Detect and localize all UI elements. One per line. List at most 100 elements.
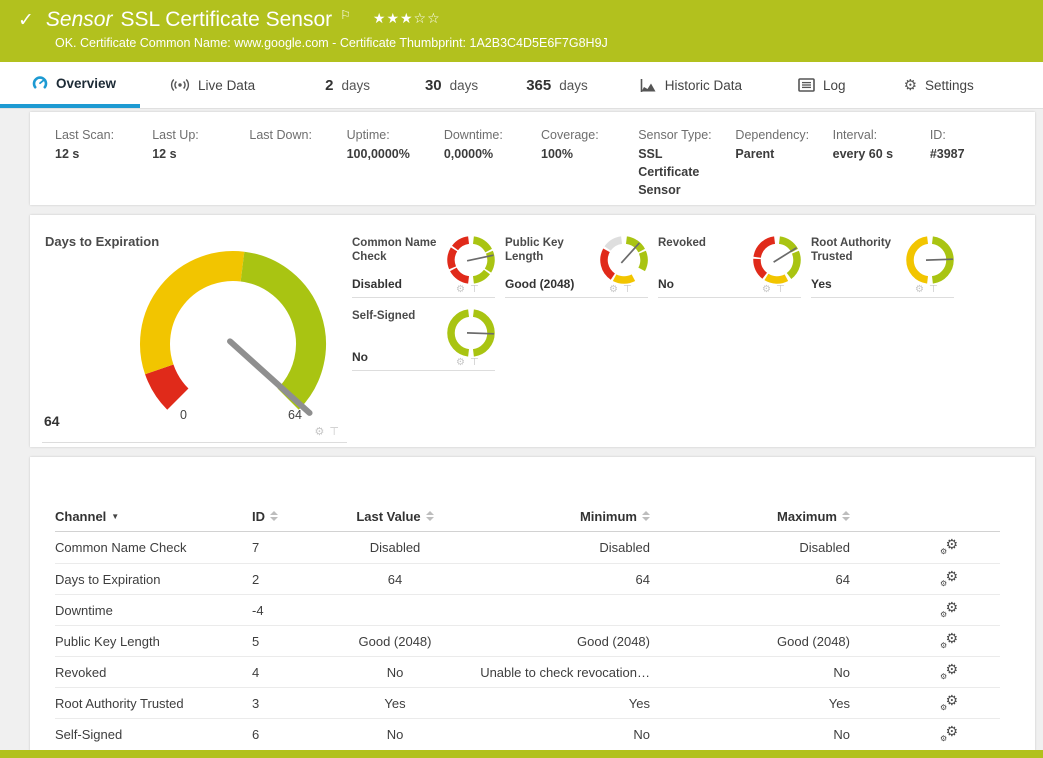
channel-settings-icon[interactable]: ⚙ ⚙ xyxy=(940,598,958,619)
gauge-dial xyxy=(445,234,497,286)
tab-label: days xyxy=(341,77,370,93)
channel-name[interactable]: Root Authority Trusted xyxy=(55,695,184,711)
sort-desc-icon: ▼ xyxy=(111,511,120,521)
channel-name[interactable]: Downtime xyxy=(55,602,113,618)
gauge-min-label: 0 xyxy=(180,408,187,422)
tab-label: Live Data xyxy=(198,77,256,93)
gauge-common-name-check[interactable]: Common Name Check Disabled ⚙ ⊤ xyxy=(352,232,495,298)
gear-icon[interactable]: ⚙ xyxy=(609,284,618,295)
column-header-minimum[interactable]: Minimum xyxy=(455,509,650,524)
column-header-last-value[interactable]: Last Value xyxy=(335,509,455,524)
tab-label: days xyxy=(449,77,479,93)
info-interval: Interval: every 60 s xyxy=(832,128,894,161)
tab-365-days[interactable]: 365 days xyxy=(526,62,588,108)
info-uptime: Uptime: 100,0000% xyxy=(346,128,410,161)
gear-icon[interactable]: ⚙ xyxy=(314,426,325,438)
table-row[interactable]: Public Key Length 5 Good (2048) Good (20… xyxy=(55,625,1000,656)
channel-name[interactable]: Public Key Length xyxy=(55,633,160,649)
column-header-channel[interactable]: Channel ▼ xyxy=(55,508,120,524)
gauge-value: No xyxy=(352,350,368,364)
tab-overview[interactable]: Overview xyxy=(0,62,141,108)
table-row[interactable]: Common Name Check 7 Disabled Disabled Di… xyxy=(55,536,958,556)
pin-icon[interactable]: ⊤ xyxy=(469,284,479,295)
channel-name[interactable]: Days to Expiration xyxy=(55,571,161,587)
gear-icon[interactable]: ⚙ xyxy=(915,284,924,295)
gauge-title: Days to Expiration xyxy=(45,234,160,249)
gauge-days-to-expiration[interactable]: Days to Expiration 0 64 64 ⚙ ⊤ xyxy=(42,225,347,443)
gauge-dial xyxy=(42,239,362,444)
gauge-title: Root Authority Trusted xyxy=(811,237,892,263)
tab-label: Overview xyxy=(56,75,117,91)
channel-settings-icon[interactable]: ⚙ ⚙ xyxy=(940,536,958,556)
tab-2-days[interactable]: 2 days xyxy=(325,62,370,108)
gauge-value: Disabled xyxy=(352,277,403,291)
gauge-title: Common Name Check xyxy=(352,237,437,263)
tab-log[interactable]: Log xyxy=(798,62,846,108)
priority-flag-icon[interactable]: ⚐ xyxy=(340,8,351,22)
tab-bar: Overview Live Data 2 days 30 days 365 da… xyxy=(0,62,1043,109)
info-sensor-type: Sensor Type: SSL Certificate Sensor xyxy=(638,128,712,198)
object-kind-label: Sensor xyxy=(45,8,113,31)
sort-icon xyxy=(425,511,434,521)
priority-stars[interactable]: ★★★☆☆ xyxy=(372,10,441,26)
pin-icon[interactable]: ⊤ xyxy=(622,284,632,295)
tab-30-days[interactable]: 30 days xyxy=(425,62,478,108)
gear-icon[interactable]: ⚙ xyxy=(762,284,771,295)
channel-settings-icon[interactable]: ⚙ ⚙ xyxy=(940,722,958,743)
table-header-row: Channel ▼ ID Last Value Minimum Maximum xyxy=(55,501,1000,532)
gauge-revoked[interactable]: Revoked No ⚙ ⊤ xyxy=(658,232,801,298)
info-dependency: Dependency: Parent xyxy=(735,128,810,161)
column-header-id[interactable]: ID xyxy=(252,509,278,524)
channel-name[interactable]: Common Name Check xyxy=(55,540,187,555)
pin-icon[interactable]: ⊤ xyxy=(469,357,479,368)
tab-label: Historic Data xyxy=(664,77,743,93)
gauge-max-label: 64 xyxy=(288,408,302,422)
tab-number: 2 xyxy=(325,76,334,94)
status-ok-check-icon: ✓ xyxy=(18,10,34,31)
chart-icon xyxy=(640,78,657,93)
tab-live-data[interactable]: Live Data xyxy=(170,62,255,108)
gauge-value: No xyxy=(658,277,674,291)
channel-settings-icon[interactable]: ⚙ ⚙ xyxy=(940,660,958,681)
gauge-self-signed[interactable]: Self-Signed No ⚙ ⊤ xyxy=(352,305,495,371)
pin-icon[interactable]: ⊤ xyxy=(928,284,938,295)
table-row[interactable]: Root Authority Trusted 3 Yes Yes Yes ⚙ ⚙ xyxy=(55,687,1000,718)
tab-label: days xyxy=(559,77,588,93)
channel-name[interactable]: Self-Signed xyxy=(55,726,123,742)
tab-number: 365 xyxy=(526,76,552,94)
sensor-info-card: Last Scan: 12 s Last Up: 12 s Last Down: U… xyxy=(30,112,1035,205)
sort-icon xyxy=(270,511,278,521)
sort-icon xyxy=(842,511,850,521)
sensor-header: ✓ Sensor SSL Certificate Sensor ⚐ ★★★☆☆ … xyxy=(0,0,1043,62)
gauges-card: Days to Expiration 0 64 64 ⚙ ⊤ Common Na… xyxy=(30,215,1035,447)
gear-icon[interactable]: ⚙ xyxy=(456,357,465,368)
gauge-dial xyxy=(904,234,956,286)
gauge-root-authority-trusted[interactable]: Root Authority Trusted Yes ⚙ ⊤ xyxy=(811,232,954,298)
tab-historic-data[interactable]: Historic Data xyxy=(640,62,742,108)
gear-icon[interactable]: ⚙ xyxy=(456,284,465,295)
pin-icon[interactable]: ⊤ xyxy=(775,284,785,295)
pin-icon[interactable]: ⊤ xyxy=(329,426,339,438)
channel-name[interactable]: Revoked xyxy=(55,664,107,680)
info-downtime: Downtime: 0,0000% xyxy=(443,128,503,161)
table-row[interactable]: Self-Signed 6 No No No ⚙ ⚙ xyxy=(55,718,1000,749)
channel-settings-icon[interactable]: ⚙ ⚙ xyxy=(940,629,958,650)
tab-label: Log xyxy=(823,77,846,93)
sensor-status-message: OK. Certificate Common Name: www.google.… xyxy=(55,36,608,50)
gauge-title: Public Key Length xyxy=(505,237,564,263)
info-last-down: Last Down: xyxy=(249,128,312,142)
column-header-maximum[interactable]: Maximum xyxy=(650,509,850,524)
info-last-up: Last Up: 12 s xyxy=(152,128,199,161)
gear-icon: ⚙ xyxy=(903,77,918,94)
gauge-public-key-length[interactable]: Public Key Length Good (2048) ⚙ ⊤ xyxy=(505,232,648,298)
gauge-value: Yes xyxy=(811,277,832,291)
info-last-scan: Last Scan: 12 s xyxy=(55,128,115,161)
channel-settings-icon[interactable]: ⚙ ⚙ xyxy=(940,691,958,712)
table-row[interactable]: Days to Expiration 2 64 64 64 ⚙ ⚙ xyxy=(55,563,1000,594)
gauge-title: Revoked xyxy=(658,237,706,249)
tab-settings[interactable]: ⚙ Settings xyxy=(904,62,974,108)
channel-settings-icon[interactable]: ⚙ ⚙ xyxy=(940,567,958,588)
table-row[interactable]: Downtime -4 ⚙ ⚙ xyxy=(55,594,1000,625)
table-row[interactable]: Revoked 4 No Unable to check revocation…… xyxy=(55,656,1000,687)
